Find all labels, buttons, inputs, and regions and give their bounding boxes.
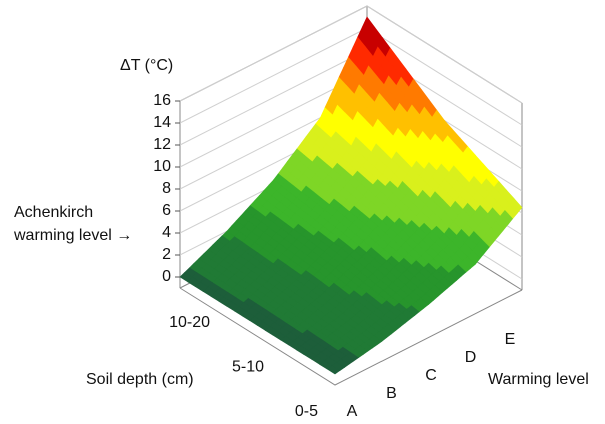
z-tick-label: 6	[162, 202, 171, 219]
z-tick-label: 10	[153, 158, 171, 175]
y-axis-title: Soil depth (cm)	[86, 371, 194, 388]
z-axis-title: ΔT (°C)	[120, 57, 173, 74]
y-tick-label: 5-10	[232, 359, 264, 376]
y-tick-label: 0-5	[295, 403, 318, 420]
surface-patch	[326, 365, 341, 375]
y-tick-label: 10-20	[169, 314, 210, 331]
z-tick-label: 4	[162, 224, 171, 241]
z-tick-label: 14	[153, 114, 171, 131]
front-frame	[179, 287, 523, 386]
z-tick-label: 12	[153, 136, 171, 153]
x-tick-label: D	[465, 349, 477, 366]
grid-line	[179, 5, 523, 104]
x-tick-label: E	[505, 331, 516, 348]
x-tick-label: C	[425, 367, 437, 384]
x-axis-title: Warming level	[488, 371, 589, 388]
z-tick-label: 16	[153, 92, 171, 109]
annotation: warming level →	[13, 227, 132, 244]
x-tick-label: A	[347, 403, 358, 420]
z-tick-label: 8	[162, 180, 171, 197]
z-tick-label: 2	[162, 246, 171, 263]
annotation: Achenkirch	[14, 204, 93, 221]
z-tick-label: 0	[162, 268, 171, 285]
x-tick-label: B	[386, 385, 397, 402]
